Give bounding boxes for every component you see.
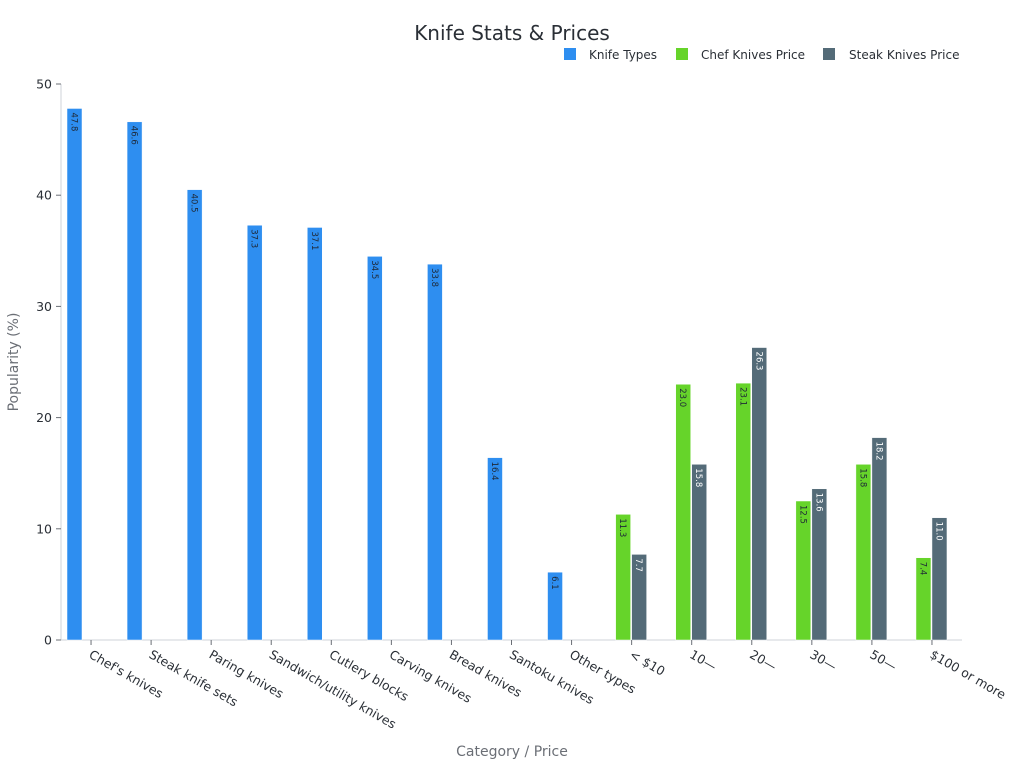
bar-steak-knives-price[interactable] (811, 488, 828, 641)
x-tick-label: 30— (807, 647, 839, 674)
bar-data-label: 23.0 (677, 388, 687, 407)
bar-data-label: 11.0 (933, 522, 943, 541)
legend[interactable]: Knife Types Chef Knives Price Steak Kniv… (564, 48, 959, 62)
x-tick-label: 20— (747, 647, 779, 674)
legend-swatch-chef-price (676, 48, 688, 60)
bar-steak-knives-price[interactable] (631, 554, 647, 641)
bar-data-label: 23.1 (737, 387, 747, 406)
legend-label-steak-price: Steak Knives Price (849, 48, 959, 62)
legend-swatch-knife-types (564, 48, 576, 60)
bar-data-label: 37.3 (249, 229, 259, 248)
bar-knife-types[interactable] (367, 256, 383, 641)
legend-label-knife-types: Knife Types (589, 48, 657, 62)
bar-data-label: 37.1 (309, 231, 319, 250)
bar-data-label: 15.8 (857, 468, 867, 487)
bar-data-label: 33.8 (429, 268, 439, 287)
y-tick-label: 30 (36, 299, 52, 314)
bar-steak-knives-price[interactable] (751, 347, 768, 641)
bar-data-label: 40.5 (189, 194, 199, 213)
bar-data-label: 46.6 (129, 126, 139, 145)
bar-data-label: 11.3 (617, 518, 627, 537)
legend-swatch-steak-price (823, 48, 835, 60)
bar-data-label: 13.6 (813, 493, 823, 512)
bar-chef-knives-price[interactable] (675, 383, 691, 641)
y-tick-label: 10 (36, 521, 52, 536)
bar-knife-types[interactable] (307, 227, 323, 641)
y-axis-title: Popularity (%) (6, 313, 22, 412)
x-tick-label: 10— (687, 647, 719, 674)
bar-steak-knives-price[interactable] (691, 464, 707, 641)
bar-data-label: 26.3 (753, 352, 763, 371)
bar-knife-types[interactable] (126, 121, 143, 641)
bar-knife-types[interactable] (246, 224, 263, 641)
bar-steak-knives-price[interactable] (931, 517, 948, 641)
y-tick-label: 0 (44, 633, 52, 648)
bar-knife-types[interactable] (186, 189, 203, 641)
bar-data-label: 34.5 (369, 260, 379, 279)
bar-knife-types[interactable] (487, 457, 503, 641)
chart-title: Knife Stats & Prices (414, 21, 610, 45)
bar-data-label: 18.2 (873, 442, 883, 461)
bar-data-label: 7.7 (633, 558, 643, 572)
bar-chef-knives-price[interactable] (795, 500, 812, 641)
y-tick-label: 40 (36, 188, 52, 203)
bar-chef-knives-price[interactable] (915, 557, 932, 641)
bar-data-label: 6.1 (549, 576, 559, 590)
bar-steak-knives-price[interactable] (871, 437, 888, 641)
bar-chef-knives-price[interactable] (735, 382, 752, 641)
bar-chef-knives-price[interactable] (615, 514, 631, 641)
x-tick-label: 50— (867, 647, 899, 674)
y-tick-label: 20 (36, 410, 52, 425)
x-tick-label: < $10 (627, 647, 668, 679)
legend-label-chef-price: Chef Knives Price (701, 48, 805, 62)
bar-data-label: 47.8 (69, 112, 79, 131)
bar-data-label: 7.4 (917, 562, 927, 576)
bar-knife-types[interactable] (427, 263, 443, 641)
bar-knife-types[interactable] (66, 108, 83, 641)
y-axis-ticks: 0 10 20 30 40 50 (36, 77, 61, 648)
bar-data-label: 16.4 (489, 462, 499, 481)
bar-data-label: 15.8 (693, 468, 703, 487)
bar-data-label: 12.5 (797, 505, 807, 524)
x-tick-label: $100 or more (927, 647, 1008, 703)
bar-chef-knives-price[interactable] (855, 464, 872, 641)
bars: 47.8 46.6 40.5 37.3 37.1 34.5 33.8 16.4 6.1 11.3 7… (66, 108, 948, 641)
bar-knife-types[interactable] (547, 571, 563, 641)
y-tick-label: 50 (36, 77, 52, 92)
x-axis-title: Category / Price (456, 744, 568, 760)
